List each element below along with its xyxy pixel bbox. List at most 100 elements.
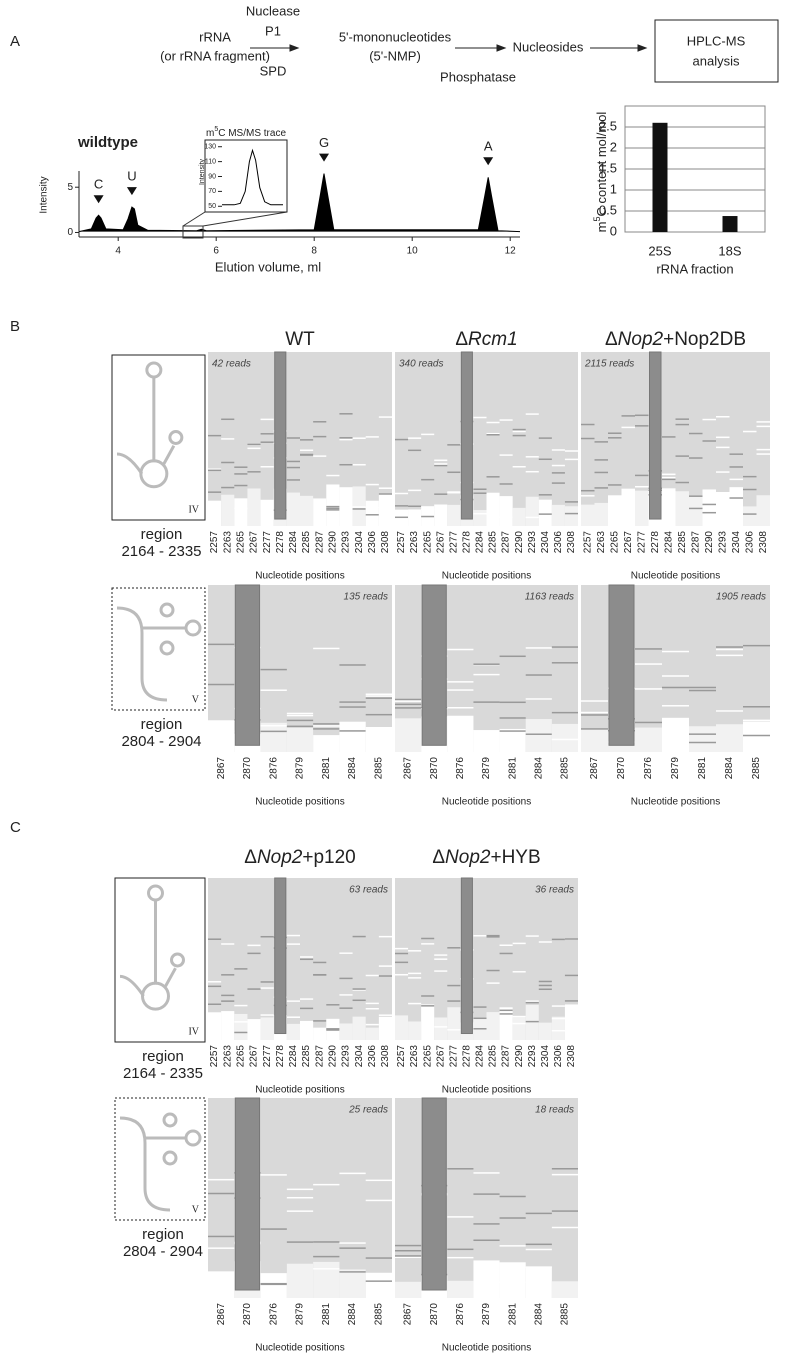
title-part: Δ: [605, 329, 618, 350]
read-stripe: [551, 1017, 565, 1020]
read-block: [234, 498, 248, 526]
read-block: [208, 1012, 222, 1040]
position-label: 2287: [501, 1045, 512, 1068]
read-stripe: [621, 509, 635, 511]
position-label: 2885: [373, 757, 384, 780]
read-block: [365, 1027, 379, 1040]
read-stripe: [434, 954, 448, 956]
position-label: 2267: [435, 531, 446, 554]
read-stripe: [512, 1022, 526, 1025]
read-stripe: [300, 958, 314, 961]
read-stripe: [608, 484, 622, 486]
read-stripe: [300, 453, 314, 456]
read-stripe: [756, 421, 770, 423]
read-stripe: [473, 416, 487, 419]
read-stripe: [716, 436, 730, 439]
loop: [141, 981, 170, 1011]
position-label: 2263: [222, 531, 233, 554]
read-stripe: [551, 662, 578, 664]
connector: [182, 211, 206, 227]
peak-label: G: [319, 135, 329, 150]
read-stripe: [221, 994, 235, 997]
read-stripe: [339, 463, 353, 466]
read-block: [447, 1280, 474, 1298]
read-stripe: [581, 700, 608, 702]
read-block: [365, 727, 392, 752]
read-stripe: [365, 697, 392, 699]
read-stripe: [551, 711, 578, 714]
read-stripe: [286, 934, 300, 937]
step-text: Nucleosides: [513, 39, 584, 54]
read-stripe: [525, 674, 552, 676]
read-block: [208, 1271, 235, 1298]
y-tick-label: 90: [208, 173, 216, 180]
read-stripe: [234, 507, 248, 510]
read-stripe: [512, 434, 526, 437]
read-stripe: [675, 418, 689, 420]
x-axis-label: rRNA fraction: [656, 261, 733, 276]
analysis-box: [654, 19, 779, 83]
position-label: 2879: [670, 757, 681, 780]
read-stripe: [260, 1014, 274, 1016]
read-stripe: [300, 1007, 314, 1010]
position-label: 2870: [429, 1303, 440, 1326]
title-part: Δ: [244, 847, 257, 868]
read-stripe: [365, 693, 392, 696]
title-part: WT: [285, 329, 315, 350]
read-stripe: [473, 935, 487, 937]
read-stripe: [525, 647, 552, 649]
position-label: 2879: [295, 757, 306, 780]
region-range: 2164 - 2335: [121, 543, 201, 560]
read-block: [581, 504, 595, 526]
position-label: 2308: [380, 1045, 391, 1068]
position-label: 2884: [347, 757, 358, 780]
position-label: 2257: [396, 1045, 407, 1068]
read-stripe: [512, 942, 526, 945]
read-stripe: [395, 1255, 422, 1257]
read-stripe: [635, 425, 649, 427]
read-stripe: [208, 434, 222, 437]
read-stripe: [447, 706, 474, 709]
read-block: [208, 720, 235, 752]
read-stripe: [247, 988, 261, 990]
read-stripe: [538, 980, 552, 983]
x-tick-label: 6: [213, 246, 219, 257]
position-label: 2293: [527, 531, 538, 554]
read-stripe: [260, 724, 287, 727]
read-stripe: [525, 1243, 552, 1246]
y-tick-label: 2: [610, 139, 617, 154]
position-label: 2263: [409, 1045, 420, 1068]
read-stripe: [247, 447, 261, 450]
read-stripe: [608, 437, 622, 439]
helix: [119, 967, 177, 997]
position-label: 2304: [354, 531, 365, 554]
peak-label: U: [127, 169, 136, 184]
read-stripe: [447, 689, 474, 691]
read-stripe: [743, 475, 757, 478]
read-block: [408, 1021, 422, 1040]
read-stripe: [313, 723, 340, 725]
read-stripe: [447, 491, 461, 493]
position-label: 2278: [650, 531, 661, 554]
read-block: [260, 1017, 274, 1040]
read-stripe: [352, 935, 366, 938]
read-count: 1905 reads: [716, 592, 766, 603]
read-stripe: [525, 1248, 552, 1251]
read-stripe: [716, 446, 730, 449]
enzyme-text: SPD: [260, 63, 287, 78]
read-block: [300, 1020, 314, 1040]
workflow: A rRNA (or rRNA fragment) Nuclease P1 SP…: [10, 3, 779, 84]
helix: [116, 445, 176, 475]
position-label: 2285: [677, 531, 688, 554]
read-stripe: [729, 497, 743, 499]
highlight-column: [649, 351, 662, 520]
read-stripe: [486, 982, 500, 984]
read-block: [365, 1272, 392, 1298]
position-label: 2884: [533, 757, 544, 780]
read-stripe: [538, 458, 552, 461]
read-stripe: [352, 506, 366, 508]
read-stripe: [260, 935, 274, 938]
read-stripe: [621, 426, 635, 429]
position-label: 2304: [354, 1045, 365, 1068]
region-label: region: [142, 1048, 184, 1065]
